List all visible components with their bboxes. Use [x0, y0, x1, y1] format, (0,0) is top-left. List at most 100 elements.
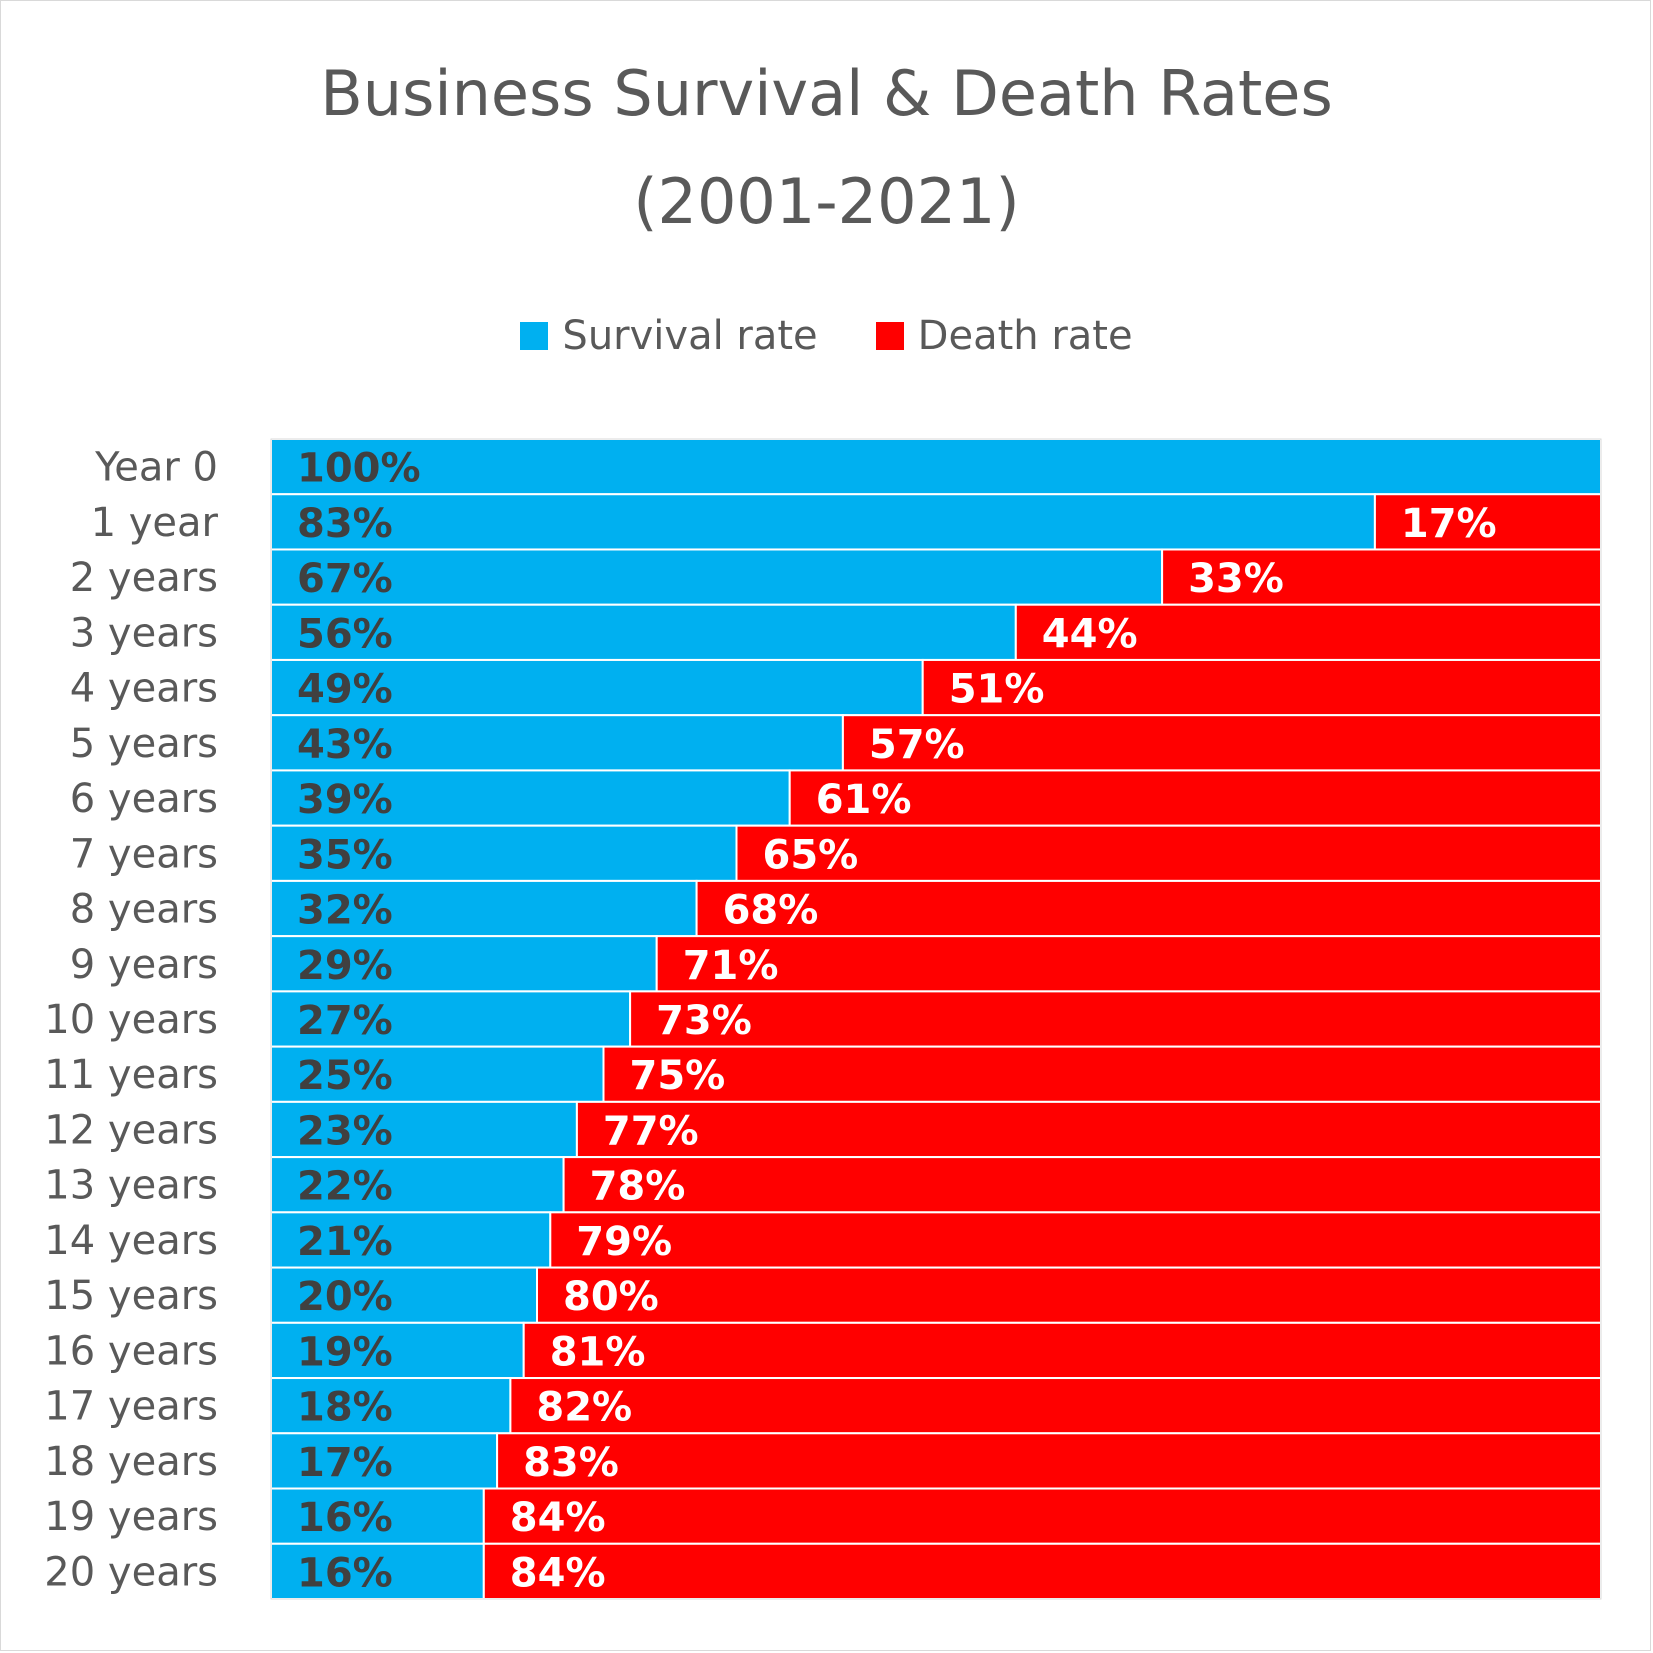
data-label-survival: 16% [297, 1495, 393, 1541]
bar-survival [270, 438, 1602, 496]
data-label-survival: 39% [297, 777, 393, 823]
data-label-death: 61% [816, 777, 912, 823]
data-label-death: 17% [1401, 501, 1497, 547]
legend-swatch-death [875, 322, 904, 350]
data-label-survival: 35% [297, 832, 393, 878]
bar-death [562, 1156, 1602, 1214]
category-label: 12 years [44, 1107, 218, 1153]
category-label: 15 years [44, 1273, 218, 1319]
bar-death [509, 1377, 1602, 1435]
category-label: 2 years [70, 555, 218, 601]
bar-death [536, 1266, 1602, 1324]
data-label-death: 78% [590, 1164, 686, 1210]
bar-survival [270, 1156, 565, 1214]
data-label-survival: 18% [297, 1385, 393, 1431]
bar-survival [270, 1542, 485, 1601]
bar-survival [270, 1487, 485, 1545]
data-label-survival: 67% [297, 556, 393, 602]
legend-swatch-survival [520, 322, 549, 350]
data-label-death: 68% [723, 888, 819, 934]
category-label: 5 years [70, 721, 218, 767]
bar-survival [270, 769, 791, 827]
data-label-death: 65% [763, 832, 859, 878]
data-label-death: 77% [603, 1108, 699, 1154]
data-label-death: 75% [630, 1053, 726, 1099]
category-label: 3 years [70, 610, 218, 656]
data-label-survival: 16% [297, 1550, 393, 1596]
data-label-survival: 100% [297, 446, 421, 492]
bar-survival [270, 548, 1164, 606]
bar-death [482, 1542, 1602, 1601]
category-label: 10 years [44, 997, 218, 1043]
data-label-survival: 29% [297, 943, 393, 989]
data-label-death: 33% [1188, 556, 1284, 602]
bar-death [735, 824, 1602, 882]
bar-death [655, 935, 1602, 993]
data-label-death: 44% [1042, 611, 1138, 657]
category-label: 11 years [44, 1052, 218, 1098]
data-label-survival: 17% [297, 1440, 393, 1486]
data-label-survival: 49% [297, 667, 393, 713]
data-label-survival: 19% [297, 1329, 393, 1375]
bar-death [695, 879, 1602, 938]
bar-survival [270, 1100, 578, 1159]
data-label-survival: 32% [297, 888, 393, 934]
category-label: 20 years [44, 1549, 218, 1595]
bar-death [522, 1321, 1603, 1380]
data-label-survival: 83% [297, 501, 393, 547]
data-label-death: 79% [576, 1219, 672, 1265]
category-label: 9 years [70, 942, 218, 988]
legend-item-survival: Survival rate [520, 313, 818, 359]
data-label-death: 82% [536, 1385, 632, 1431]
category-label: 13 years [44, 1163, 218, 1209]
data-label-survival: 22% [297, 1164, 393, 1210]
bar-death [841, 714, 1602, 772]
bar-death [496, 1432, 1603, 1490]
category-label: 7 years [70, 831, 218, 877]
data-label-death: 73% [656, 998, 752, 1044]
legend-item-death: Death rate [875, 313, 1133, 359]
bar-death [575, 1100, 1602, 1159]
data-label-death: 71% [683, 943, 779, 989]
data-label-death: 57% [869, 722, 965, 768]
data-label-death: 84% [510, 1550, 606, 1596]
bar-survival [270, 824, 738, 882]
bar-death [629, 990, 1602, 1048]
bar-death [482, 1487, 1602, 1545]
data-label-death: 84% [510, 1495, 606, 1541]
legend-label-survival: Survival rate [562, 313, 818, 359]
category-label: 1 year [91, 500, 219, 546]
data-label-death: 83% [523, 1440, 619, 1486]
chart-legend: Survival rate Death rate [0, 306, 1653, 366]
category-label: 18 years [44, 1439, 218, 1485]
legend-label-death: Death rate [917, 313, 1133, 359]
bar-survival [270, 1266, 538, 1324]
bar-survival [270, 658, 924, 717]
data-label-survival: 27% [297, 998, 393, 1044]
bar-death [602, 1045, 1602, 1103]
bar-death [1161, 548, 1602, 606]
bar-survival [270, 714, 844, 772]
category-label: 16 years [44, 1328, 218, 1374]
chart-title-line-1: Business Survival & Death Rates [320, 57, 1333, 130]
category-label: 8 years [70, 887, 218, 933]
data-label-death: 81% [550, 1329, 646, 1375]
category-label: 6 years [70, 776, 218, 822]
bar-survival [270, 1432, 499, 1490]
bar-death [1373, 493, 1603, 551]
data-label-death: 51% [949, 667, 1045, 713]
data-label-survival: 21% [297, 1219, 393, 1265]
category-label: Year 0 [94, 445, 218, 491]
bar-death [549, 1211, 1602, 1269]
bar-survival [270, 493, 1376, 551]
bar-survival [270, 1211, 552, 1269]
category-label: 17 years [44, 1384, 218, 1430]
plot-area-border [270, 438, 1602, 1600]
data-label-survival: 25% [297, 1053, 393, 1099]
data-label-survival: 56% [297, 611, 393, 657]
category-label: 19 years [44, 1494, 218, 1540]
data-label-death: 80% [563, 1274, 659, 1320]
chart-title: Business Survival & Death Rates (2001-20… [0, 40, 1653, 256]
data-label-survival: 23% [297, 1108, 393, 1154]
